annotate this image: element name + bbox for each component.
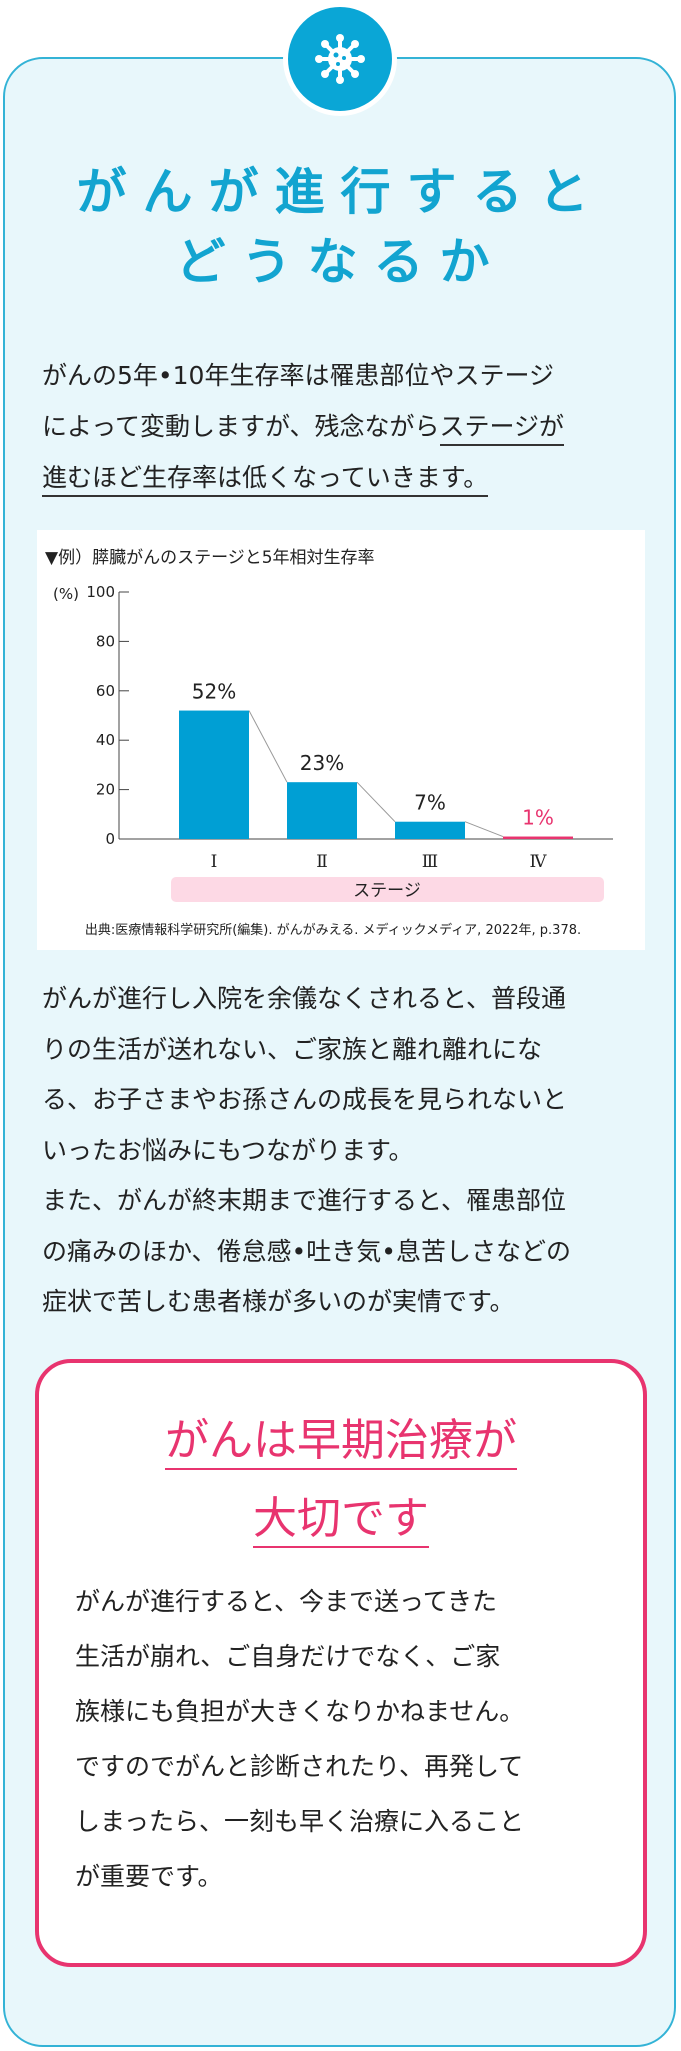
body-line: る、お子さまやお孫さんの成長を見られないと (42, 1085, 568, 1114)
point-line: しまったら、一刻も早く治療に入ること (75, 1807, 525, 1836)
bar (287, 782, 357, 839)
point-line: がんが進行すると、今まで送ってきた (75, 1587, 498, 1616)
bar-value-label: 23% (300, 751, 344, 775)
connector-line (356, 781, 396, 823)
bar (179, 710, 249, 839)
point-title-line-1: がんは早期治療が (39, 1413, 643, 1470)
intro-line-2: によって変動しますが、残念ながら (42, 412, 440, 441)
point-box: がんは早期治療が 大切です がんが進行すると、今まで送ってきた 生活が崩れ、ご自… (35, 1359, 647, 1967)
intro-emphasis-2: 進むほど生存率は低くなっていきます。 (42, 463, 489, 497)
point-line: 族様にも負担が大きくなりかねません。 (75, 1697, 525, 1726)
point-title-line-2: 大切です (39, 1491, 643, 1548)
y-axis-label: (%) (53, 585, 79, 603)
stage-band (171, 877, 604, 902)
survival-chart-svg: ▼例）膵臓がんのステージと5年相対生存率 (%) 出典:医療情報科学研究所(編集… (45, 548, 613, 938)
point-title-2: 大切です (253, 1493, 429, 1548)
intro-emphasis-1: ステージが (439, 412, 565, 446)
point-line: 生活が崩れ、ご自身だけでなく、ご家 (75, 1642, 501, 1671)
x-tick-label: Ⅲ (422, 852, 438, 872)
body-line: また、がんが終末期まで進行すると、罹患部位 (42, 1186, 567, 1215)
x-tick-label: Ⅱ (316, 852, 328, 872)
y-tick-label: 20 (96, 781, 115, 799)
bar (395, 821, 465, 839)
icon-badge (283, 2, 397, 116)
title-line-1: がんが進行すると (76, 163, 605, 221)
point-title-1: がんは早期治療が (165, 1415, 517, 1470)
point-body: がんが進行すると、今まで送ってきた 生活が崩れ、ご自身だけでなく、ご家 族様にも… (75, 1574, 620, 1904)
title-line-2: どうなるか (175, 233, 506, 291)
x-tick-label: Ⅳ (530, 852, 548, 872)
intro-line-1: がんの5年•10年生存率は罹患部位やステージ (42, 361, 554, 390)
body-line: の痛みのほか、倦怠感•吐き気•息苦しさなどの (42, 1236, 571, 1266)
chart-source: 出典:医療情報科学研究所(編集). がんがみえる. メディックメディア, 202… (85, 922, 581, 938)
intro-text: がんの5年•10年生存率は罹患部位やステージ によって変動しますが、残念ながらス… (42, 350, 642, 503)
connector-line (464, 821, 504, 837)
point-line: が重要です。 (75, 1862, 223, 1891)
point-line: ですのでがんと診断されたり、再発して (75, 1752, 524, 1781)
body-line: りの生活が送れない、ご家族と離れ離れにな (42, 1034, 543, 1064)
bar-value-label: 1% (522, 806, 554, 830)
x-axis-label: ステージ (353, 881, 421, 901)
bar (503, 836, 573, 839)
y-tick-label: 0 (105, 830, 115, 848)
bar-value-label: 52% (192, 680, 236, 704)
x-tick-label: Ⅰ (211, 852, 218, 872)
virus-icon (315, 34, 365, 84)
y-tick-label: 80 (96, 632, 115, 650)
body-line: 症状で苦しむ患者様が多いのが実情です。 (42, 1287, 515, 1316)
y-tick-label: 60 (96, 682, 115, 700)
y-tick-label: 100 (86, 583, 115, 601)
connector-line (248, 710, 288, 783)
y-tick-label: 40 (96, 731, 115, 749)
body-line: がんが進行し入院を余儀なくされると、普段通 (42, 984, 567, 1013)
chart-title: ▼例）膵臓がんのステージと5年相対生存率 (45, 548, 375, 568)
survival-chart: ▼例）膵臓がんのステージと5年相対生存率 (%) 出典:医療情報科学研究所(編集… (37, 530, 645, 950)
bar-value-label: 7% (414, 791, 446, 815)
body-paragraph: がんが進行し入院を余儀なくされると、普段通 りの生活が送れない、ご家族と離れ離れ… (42, 974, 642, 1328)
body-line: いったお悩みにもつながります。 (42, 1135, 414, 1165)
